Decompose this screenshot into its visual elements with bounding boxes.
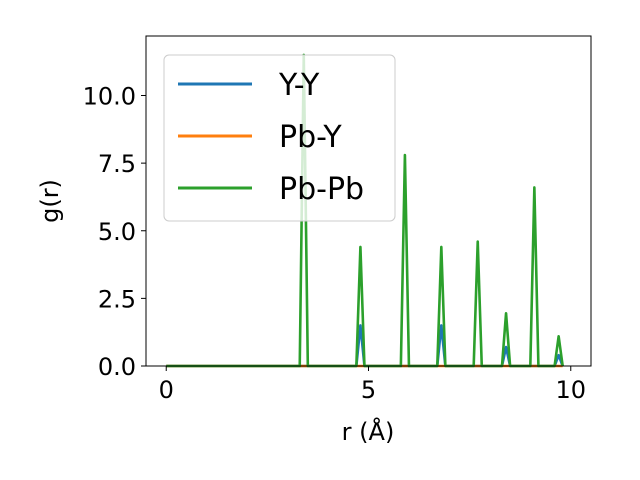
y-tick-label: 5.0 — [98, 218, 136, 246]
x-tick-label: 10 — [555, 376, 586, 404]
y-tick-label: 10.0 — [83, 83, 136, 111]
x-tick-label: 5 — [361, 376, 376, 404]
legend-label-2: Pb-Y — [279, 120, 342, 155]
y-tick-label: 7.5 — [98, 150, 136, 178]
legend-label-1: Y-Y — [278, 68, 320, 103]
legend: Y-Y Pb-Y Pb-Pb — [163, 54, 396, 222]
y-axis-label: g(r) — [36, 179, 64, 223]
y-tick-label: 0.0 — [98, 353, 136, 381]
y-tick-label: 2.5 — [98, 285, 136, 313]
x-axis-label: r (Å) — [342, 417, 395, 446]
legend-label-3: Pb-Pb — [279, 172, 364, 207]
legend-box — [163, 54, 396, 222]
x-tick-label: 0 — [159, 376, 174, 404]
ticks-layer: 0 5 10 0.0 2.5 5.0 7.5 10.0 — [83, 83, 586, 404]
